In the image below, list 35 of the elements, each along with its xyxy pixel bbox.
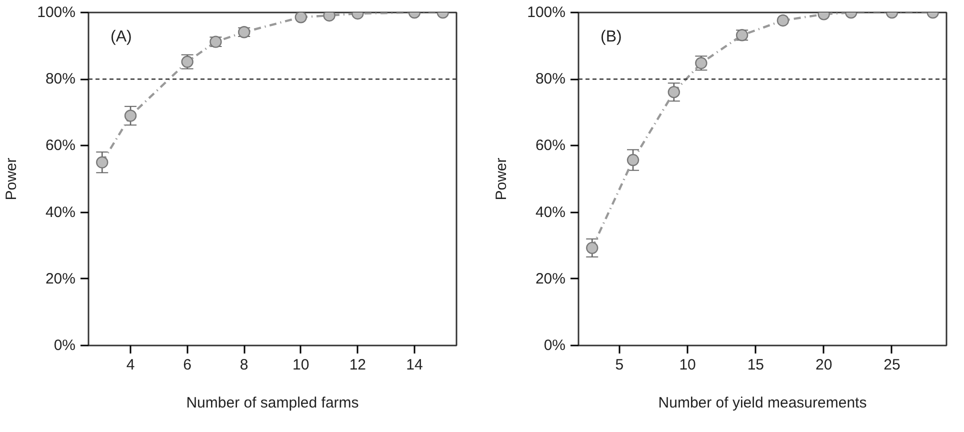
y-tick-label: 20%: [535, 270, 566, 288]
x-tick-label: 4: [126, 356, 135, 374]
x-tick-label: 10: [679, 356, 696, 374]
y-tick-label: 20%: [45, 270, 76, 288]
y-tick-label: 80%: [45, 70, 76, 88]
y-tick-label: 60%: [535, 137, 566, 154]
point: [96, 156, 108, 168]
x-tick-label: 14: [406, 356, 423, 374]
y-tick-label: 0%: [544, 337, 566, 354]
y-tick-label: 100%: [527, 4, 566, 21]
point: [294, 12, 307, 24]
y-tick-label: 60%: [45, 137, 76, 154]
y-tick-label: 0%: [54, 337, 76, 354]
x-tick-label: 15: [747, 356, 764, 374]
x-axis-title: Number of sampled farms: [186, 394, 359, 412]
y-tick-label: 80%: [535, 70, 566, 88]
point: [668, 86, 680, 98]
x-axis-title: Number of yield measurements: [658, 394, 867, 412]
x-tick-label: 8: [240, 356, 248, 374]
y-tick-label: 40%: [45, 204, 76, 221]
point: [626, 154, 640, 166]
y-axis-title: Power: [493, 158, 510, 200]
point: [124, 110, 137, 122]
x-tick-label: 20: [815, 356, 832, 374]
y-tick-label: 40%: [535, 204, 566, 221]
x-tick-label: 5: [615, 356, 624, 374]
y-axis-title: Power: [3, 158, 20, 200]
x-tick-label: 10: [292, 356, 310, 374]
x-tick-label: 6: [183, 356, 192, 374]
y-tick-label: 100%: [37, 4, 76, 21]
annotation: (A): [110, 28, 132, 46]
x-tick-label: 12: [349, 356, 366, 374]
annotation: (B): [600, 28, 622, 46]
point: [586, 242, 598, 254]
x-tick-label: 25: [884, 356, 900, 374]
